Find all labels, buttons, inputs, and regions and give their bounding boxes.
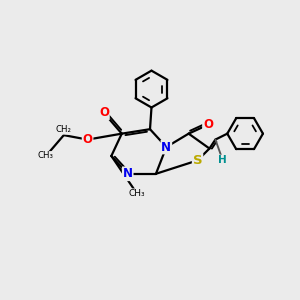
Text: O: O [99, 106, 109, 119]
Text: N: N [161, 140, 171, 154]
Text: CH₂: CH₂ [56, 125, 72, 134]
Text: H: H [218, 155, 227, 165]
Text: CH₃: CH₃ [38, 152, 54, 160]
Text: O: O [82, 133, 93, 146]
Text: O: O [203, 118, 213, 131]
Text: N: N [123, 167, 133, 180]
Text: CH₃: CH₃ [128, 189, 145, 198]
Text: S: S [193, 154, 202, 167]
